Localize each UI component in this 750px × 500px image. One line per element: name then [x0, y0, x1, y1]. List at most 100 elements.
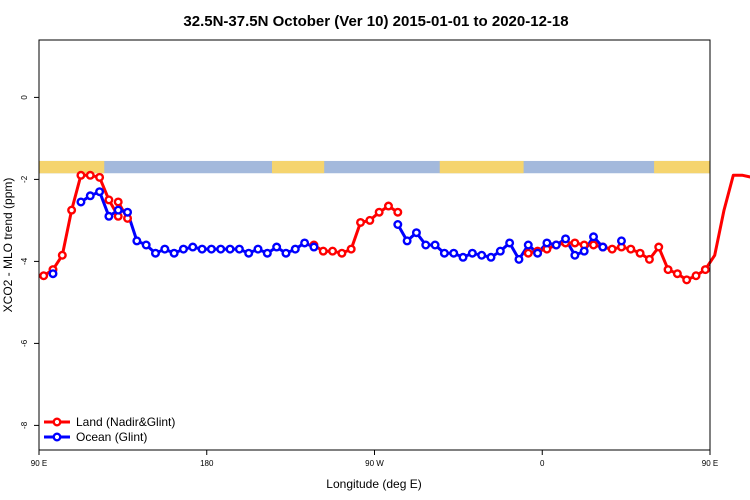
data-point — [290, 244, 300, 254]
data-point — [234, 244, 244, 254]
data-point — [523, 240, 533, 250]
data-point — [383, 201, 393, 211]
data-point — [104, 211, 114, 221]
data-point — [561, 234, 571, 244]
data-point — [113, 205, 123, 215]
legend-label: Ocean (Glint) — [76, 430, 147, 444]
data-point — [300, 238, 310, 248]
data-point — [486, 252, 496, 262]
data-point — [477, 250, 487, 260]
series-line — [42, 173, 120, 278]
chart-title: 32.5N-37.5N October (Ver 10) 2015-01-01 … — [183, 13, 568, 30]
data-point — [48, 269, 58, 279]
data-point — [430, 240, 440, 250]
data-point — [421, 240, 431, 250]
data-point — [150, 248, 160, 258]
data-point — [132, 236, 142, 246]
data-point — [123, 207, 133, 217]
data-point — [607, 244, 617, 254]
legend-marker — [52, 432, 62, 442]
data-point — [281, 248, 291, 258]
land-segment — [271, 160, 325, 174]
data-point — [141, 240, 151, 250]
data-point — [67, 205, 77, 215]
data-point — [439, 248, 449, 258]
data-point — [365, 215, 375, 225]
data-point — [309, 242, 319, 252]
data-point — [393, 219, 403, 229]
data-point — [533, 248, 543, 258]
data-point — [188, 242, 198, 252]
ocean-band — [39, 160, 710, 174]
data-point — [76, 197, 86, 207]
y-tick-label: -4 — [20, 257, 29, 265]
data-point — [160, 244, 170, 254]
data-point — [514, 254, 524, 264]
data-point — [85, 191, 95, 201]
data-point — [197, 244, 207, 254]
data-point — [700, 265, 710, 275]
data-point — [682, 275, 692, 285]
data-point — [570, 250, 580, 260]
data-point — [356, 217, 366, 227]
x-tick-label: 0 — [540, 459, 545, 468]
data-point — [542, 238, 552, 248]
legend-marker — [52, 417, 62, 427]
y-tick-label: -6 — [20, 339, 29, 347]
y-tick-label: -8 — [20, 421, 29, 429]
data-point — [672, 269, 682, 279]
x-tick-label: 90 W — [365, 459, 384, 468]
series-line — [313, 204, 399, 255]
data-point — [337, 248, 347, 258]
data-point — [579, 246, 589, 256]
data-point — [328, 246, 338, 256]
data-point — [244, 248, 254, 258]
data-point — [523, 248, 533, 258]
land-segment — [39, 160, 105, 174]
data-point — [216, 244, 226, 254]
land-segment — [654, 160, 710, 174]
x-axis: 90 E 180 90 W 0 90 E — [31, 450, 718, 468]
data-point — [663, 265, 673, 275]
y-axis: 0 -2 -4 -6 -8 — [20, 95, 39, 429]
data-point — [551, 240, 561, 250]
series-points — [39, 170, 710, 285]
data-point — [178, 244, 188, 254]
data-point — [318, 246, 328, 256]
data-point — [467, 248, 477, 258]
data-point — [262, 248, 272, 258]
y-tick-label: -2 — [20, 175, 29, 183]
data-point — [169, 248, 179, 258]
data-point — [95, 172, 105, 182]
data-point — [346, 244, 356, 254]
land-ocean-band — [39, 160, 710, 174]
data-point — [402, 236, 412, 246]
data-point — [495, 246, 505, 256]
data-point — [458, 252, 468, 262]
data-point — [654, 242, 664, 252]
land-segment — [439, 160, 524, 174]
data-point — [393, 207, 403, 217]
data-point — [95, 187, 105, 197]
data-point — [449, 248, 459, 258]
y-axis-label: XCO2 - MLO trend (ppm) — [1, 178, 15, 313]
x-tick-label: 90 E — [702, 459, 718, 468]
data-point — [253, 244, 263, 254]
data-point — [225, 244, 235, 254]
data-point — [272, 242, 282, 252]
data-point — [76, 170, 86, 180]
legend-label: Land (Nadir&Glint) — [76, 415, 175, 429]
data-point — [57, 250, 67, 260]
data-point — [113, 197, 123, 207]
data-point — [635, 248, 645, 258]
x-tick-label: 90 E — [31, 459, 47, 468]
data-point — [691, 271, 701, 281]
data-point — [570, 238, 580, 248]
data-point — [598, 242, 608, 252]
data-point — [626, 244, 636, 254]
data-point — [85, 170, 95, 180]
data-point — [505, 238, 515, 248]
data-point — [374, 207, 384, 217]
data-point — [104, 195, 114, 205]
